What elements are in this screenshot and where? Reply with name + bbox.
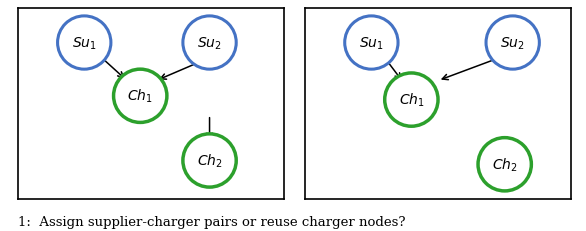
Text: $Su_1$: $Su_1$	[72, 35, 97, 52]
Text: $Su_2$: $Su_2$	[197, 35, 222, 52]
Ellipse shape	[345, 17, 398, 70]
Text: 1:  Assign supplier-charger pairs or reuse charger nodes?: 1: Assign supplier-charger pairs or reus…	[18, 215, 405, 228]
Text: $Ch_2$: $Ch_2$	[492, 156, 517, 173]
Ellipse shape	[183, 17, 236, 70]
Text: $Ch_1$: $Ch_1$	[398, 91, 424, 109]
Text: $Ch_2$: $Ch_2$	[197, 152, 223, 170]
Text: $Su_2$: $Su_2$	[500, 35, 525, 52]
Ellipse shape	[57, 17, 111, 70]
Ellipse shape	[183, 134, 236, 187]
Ellipse shape	[114, 70, 167, 123]
Text: $Su_1$: $Su_1$	[359, 35, 384, 52]
Text: $Ch_1$: $Ch_1$	[127, 88, 153, 105]
Ellipse shape	[384, 74, 438, 127]
Ellipse shape	[486, 17, 539, 70]
Ellipse shape	[478, 138, 532, 191]
